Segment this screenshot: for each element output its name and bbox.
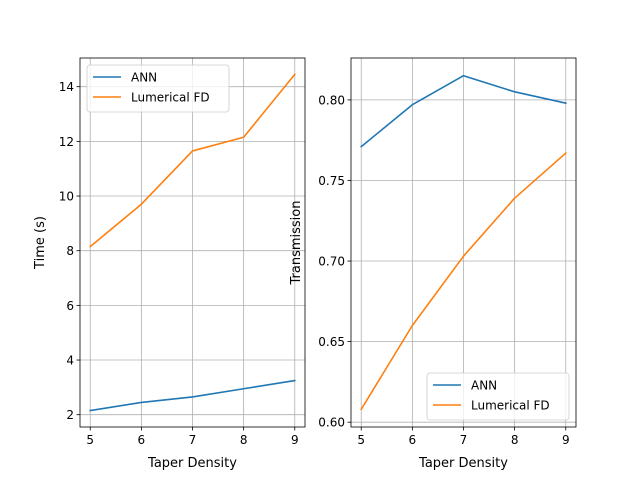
- transmission-chart-series-line-ann: [360, 74, 567, 148]
- time-chart-series-line-ann: [89, 379, 296, 412]
- time-chart-x-tick-label: 8: [240, 433, 248, 447]
- time-chart-y-tick-label: 4: [66, 354, 74, 368]
- transmission-chart-y-tick-label: 0.65: [318, 335, 345, 349]
- time-chart-x-tick-label: 9: [291, 433, 299, 447]
- time-chart-y-tick-label: 10: [59, 190, 74, 204]
- transmission-chart-grid: [351, 58, 576, 427]
- time-chart-legend-label: Lumerical FD: [131, 91, 210, 105]
- transmission-chart-y-tick-label: 0.70: [318, 255, 345, 269]
- transmission-chart-series-line-lumerical-fd: [360, 151, 567, 411]
- transmission-chart-legend-label: Lumerical FD: [471, 399, 550, 413]
- transmission-chart-legend-label: ANN: [471, 379, 497, 393]
- time-chart-legend-box: [86, 64, 230, 113]
- time-chart-legend-label: ANN: [131, 71, 157, 85]
- time-chart-y-tick-label: 8: [66, 244, 74, 258]
- time-chart-grid: [80, 58, 305, 427]
- time-chart-ticks: 5 6 7 8 9 2 4 6 8 10 12 14: [59, 80, 299, 447]
- time-chart-x-tick-label: 6: [138, 433, 146, 447]
- transmission-chart-x-tick-label: 8: [511, 433, 519, 447]
- transmission-chart-y-tick-label: 0.75: [318, 174, 345, 188]
- transmission-chart-y-tick-label: 0.80: [318, 93, 345, 107]
- transmission-chart-x-tick-label: 9: [562, 433, 570, 447]
- transmission-chart-y-axis-label: Transmission: [289, 201, 304, 286]
- transmission-chart-x-axis-label: Taper Density: [418, 456, 508, 471]
- transmission-chart-y-tick-label: 0.60: [318, 416, 345, 430]
- transmission-chart-x-tick-label: 5: [357, 433, 365, 447]
- transmission-chart-legend: ANN Lumerical FD: [426, 372, 570, 421]
- time-chart-y-tick-label: 6: [66, 299, 74, 313]
- transmission-chart-x-tick-label: 6: [409, 433, 417, 447]
- time-chart-x-axis-label: Taper Density: [147, 456, 237, 471]
- time-chart: 5 6 7 8 9 2 4 6 8 10 12 14 Taper Density Time (s) A…: [33, 57, 306, 471]
- transmission-chart: 5 6 7 8 90.600.650.700.750.80 Taper Density …: [289, 57, 577, 471]
- time-chart-y-axis-label: Time (s): [33, 216, 48, 270]
- transmission-chart-ticks: 5 6 7 8 9 0.60 0.65 0.70 0.75 0.80: [318, 93, 569, 447]
- time-chart-series-line-lumerical-fd: [89, 73, 296, 248]
- time-chart-series: [89, 73, 296, 412]
- time-chart-y-tick-label: 2: [66, 408, 74, 422]
- time-chart-x-tick-label: 5: [86, 433, 94, 447]
- transmission-chart-series: [360, 74, 567, 411]
- time-chart-y-tick-label: 12: [59, 135, 74, 149]
- transmission-chart-legend-box: [426, 372, 570, 421]
- time-chart-x-tick-label: 7: [189, 433, 197, 447]
- time-chart-y-tick-label: 14: [59, 80, 74, 94]
- time-chart-legend: ANN Lumerical FD: [86, 64, 230, 113]
- transmission-chart-x-tick-label: 7: [460, 433, 468, 447]
